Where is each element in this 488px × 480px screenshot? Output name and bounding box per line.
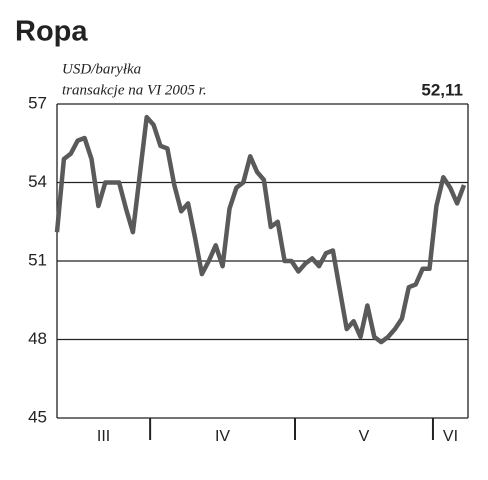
- annotation: 52,11: [421, 80, 463, 99]
- subtitle: USD/baryłka: [62, 61, 141, 77]
- y-tick-label: 45: [28, 407, 47, 426]
- x-tick-label: VI: [443, 428, 458, 445]
- x-tick-label: V: [359, 428, 370, 445]
- subtitle: transakcje na VI 2005 r.: [62, 82, 207, 98]
- y-tick-label: 54: [28, 172, 47, 191]
- x-tick-label: III: [97, 428, 110, 445]
- y-tick-label: 51: [28, 250, 47, 269]
- y-tick-label: 48: [28, 329, 47, 348]
- line: [54, 114, 467, 345]
- y-tick-label: 57: [28, 93, 47, 112]
- x-tick-label: IV: [215, 428, 230, 445]
- chart-title: Ropa: [15, 16, 88, 48]
